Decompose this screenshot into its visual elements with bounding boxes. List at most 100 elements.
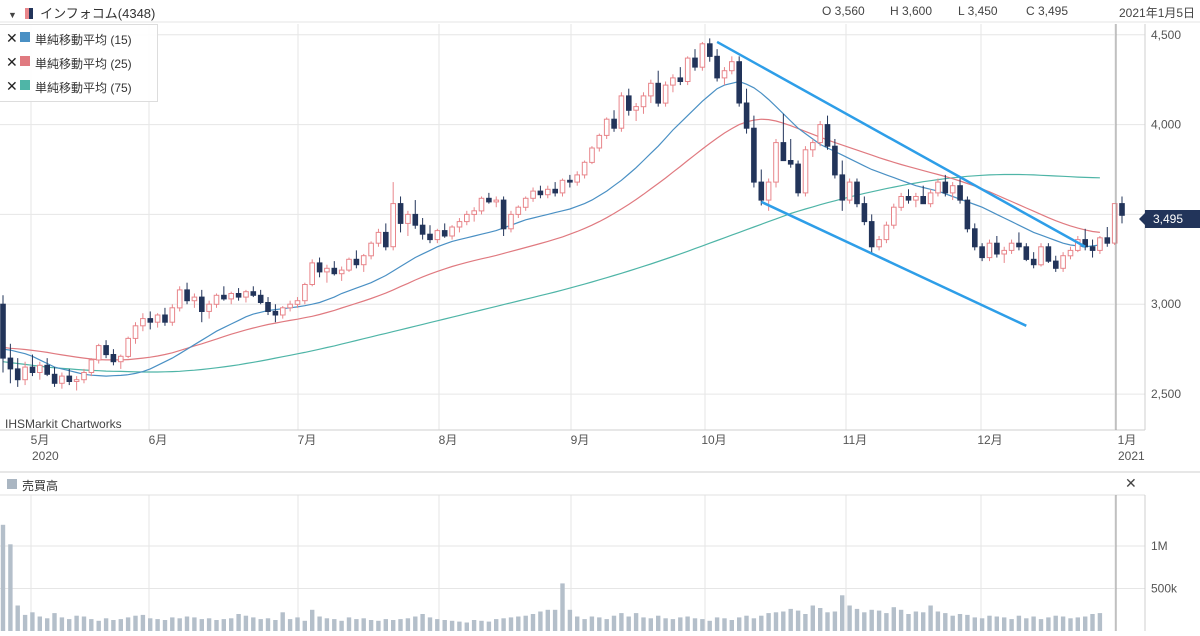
ma75-label: 単純移動平均 (75) xyxy=(35,81,132,95)
volume-bar xyxy=(921,612,926,631)
candle-body xyxy=(986,242,993,259)
candle-body xyxy=(51,373,58,384)
volume-bar xyxy=(457,621,462,631)
volume-bar xyxy=(1024,618,1029,632)
candle-body xyxy=(810,142,816,151)
volume-bar xyxy=(464,622,469,631)
candle-body xyxy=(338,269,345,275)
candle-body xyxy=(972,228,978,248)
volume-bar xyxy=(530,614,536,631)
candle-body xyxy=(73,379,80,383)
volume-bar xyxy=(898,609,904,632)
candle-body xyxy=(957,185,963,201)
volume-bar xyxy=(273,620,278,631)
candle-body xyxy=(537,190,544,196)
candle-body xyxy=(787,160,794,165)
volume-bar xyxy=(803,614,808,631)
candle-body xyxy=(1119,203,1125,216)
symbol-title: インフォコム(4348) xyxy=(40,6,156,21)
volume-bar xyxy=(935,611,941,631)
symbol-selector[interactable]: ▼ インフォコム(4348) xyxy=(8,3,155,22)
ma75-series-line xyxy=(2,173,1100,373)
volume-bar xyxy=(795,610,801,631)
close-volume-panel-icon[interactable]: ✕ xyxy=(1125,475,1137,491)
candle-body xyxy=(427,233,433,241)
volume-bar xyxy=(913,611,919,631)
volume-bar xyxy=(597,617,602,631)
high-value: H 3,600 xyxy=(890,4,933,18)
price-tick-label: 2,500 xyxy=(1151,387,1181,401)
candle-body xyxy=(360,255,367,266)
volume-bar xyxy=(737,617,742,631)
candle-body xyxy=(29,366,36,374)
candle-body xyxy=(559,179,566,194)
volume-bar xyxy=(22,614,28,631)
last-price-value: 3,495 xyxy=(1153,212,1184,226)
candle-body xyxy=(707,43,713,57)
candle-body xyxy=(545,188,551,196)
candle-body xyxy=(648,82,654,97)
candle-body xyxy=(147,318,154,323)
open-value: O 3,560 xyxy=(822,4,865,18)
month-tick-label: 10月 xyxy=(701,433,726,447)
year-label: 2021 xyxy=(1118,449,1145,463)
candle-body xyxy=(861,203,868,223)
symbol-swatch-icon xyxy=(24,8,33,19)
candle-body xyxy=(1089,246,1096,251)
volume-bar xyxy=(1083,616,1088,631)
candle-body xyxy=(765,181,772,201)
volume-bar xyxy=(1090,614,1095,631)
volume-bar xyxy=(59,617,65,631)
volume-bar xyxy=(81,616,87,631)
volume-bar xyxy=(685,616,690,631)
candle-body xyxy=(471,210,477,215)
candle-body xyxy=(743,102,750,129)
volume-bar xyxy=(302,620,307,631)
volume-bar xyxy=(420,614,425,631)
month-tick-label: 8月 xyxy=(439,433,458,447)
close-value: C 3,495 xyxy=(1026,4,1069,18)
volume-bar xyxy=(545,609,550,632)
month-tick-label: 6月 xyxy=(149,433,168,447)
candle-body xyxy=(176,289,183,309)
volume-bar xyxy=(251,617,256,631)
volume-bar xyxy=(965,614,970,631)
remove-ma25-icon[interactable]: ✕ xyxy=(6,54,18,70)
volume-bar xyxy=(67,619,72,631)
volume-bar xyxy=(15,605,20,631)
volume-bar xyxy=(729,620,734,631)
candle-body xyxy=(567,179,573,183)
candle-body xyxy=(1053,260,1059,269)
candle-body xyxy=(824,124,831,147)
volume-bar xyxy=(582,619,587,631)
candle-body xyxy=(368,242,374,257)
volume-bar xyxy=(192,617,197,631)
candle-body xyxy=(110,354,117,363)
volume-bar xyxy=(413,616,418,631)
candle-body xyxy=(206,303,212,312)
candle-body xyxy=(1016,242,1022,248)
volume-bar xyxy=(847,605,852,631)
candle-body xyxy=(633,106,639,111)
candle-body xyxy=(596,134,603,149)
dropdown-icon[interactable]: ▼ xyxy=(8,10,17,20)
candle-body xyxy=(670,77,676,86)
volume-bar xyxy=(722,618,727,632)
candle-body xyxy=(618,95,625,129)
volume-bar xyxy=(236,614,241,631)
remove-ma15-icon[interactable]: ✕ xyxy=(6,30,18,46)
candle-body xyxy=(979,246,985,259)
price-tick-label: 3,000 xyxy=(1151,297,1181,311)
volume-bar xyxy=(125,617,131,631)
candle-body xyxy=(0,303,6,359)
candle-body xyxy=(493,199,500,203)
candle-body xyxy=(81,372,87,381)
candle-body xyxy=(486,197,492,203)
ma25-series-line xyxy=(2,118,1100,361)
volume-bar xyxy=(118,619,123,631)
candle-body xyxy=(581,161,588,176)
candle-body xyxy=(905,196,912,201)
remove-ma75-icon[interactable]: ✕ xyxy=(6,78,18,94)
volume-panel-header: 売買高 ✕ xyxy=(0,473,1145,495)
